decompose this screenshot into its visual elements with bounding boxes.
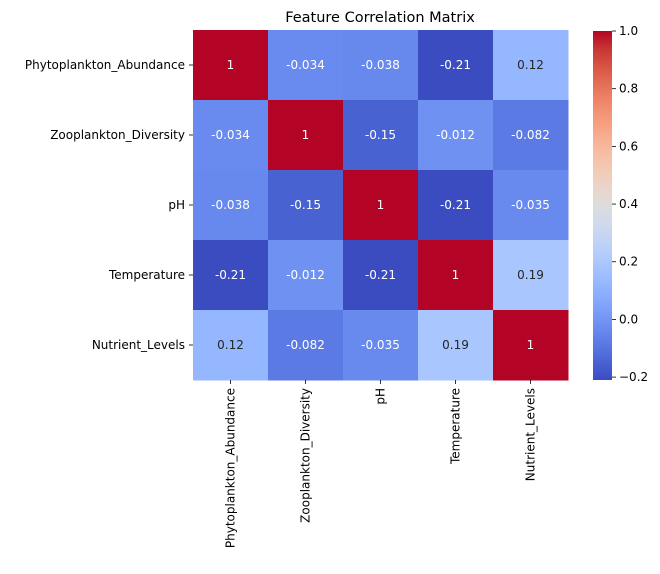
colorbar-tick-label: 0.0	[619, 312, 638, 326]
cell-annotation: 1	[227, 58, 235, 72]
heatmap-cell	[418, 240, 494, 311]
cell-annotation: -0.035	[361, 338, 400, 352]
chart-title: Feature Correlation Matrix	[285, 10, 475, 26]
heatmap-cell	[268, 100, 344, 171]
cell-annotation: -0.082	[286, 338, 325, 352]
cell-annotation: 1	[527, 338, 535, 352]
y-axis: Phytoplankton_Abundance Zooplankton_Diver…	[25, 58, 193, 352]
heatmap-cell	[493, 100, 569, 171]
cell-annotation: 0.19	[517, 268, 544, 282]
colorbar-gradient	[593, 31, 612, 380]
heatmap-cell	[418, 30, 494, 101]
colorbar-tick-label: 0.8	[619, 82, 638, 96]
heatmap-cell	[268, 170, 344, 241]
x-tick-label: Nutrient_Levels	[524, 388, 538, 481]
cell-annotation: -0.21	[440, 198, 471, 212]
cell-annotation: -0.038	[361, 58, 400, 72]
cell-annotation: 0.12	[217, 338, 244, 352]
cell-annotation: -0.15	[365, 128, 396, 142]
cell-annotation: -0.15	[290, 198, 321, 212]
cell-annotation: -0.034	[211, 128, 250, 142]
heatmap-cell	[493, 240, 569, 311]
colorbar-tick-label: 0.2	[619, 255, 638, 269]
x-tick-label: Temperature	[449, 388, 463, 465]
cell-annotation: -0.038	[211, 198, 250, 212]
colorbar-tick-label: 0.6	[619, 139, 638, 153]
cell-annotation: 0.12	[517, 58, 544, 72]
cell-annotation: -0.21	[215, 268, 246, 282]
heatmap-cell	[343, 30, 419, 101]
heatmap-cell	[343, 100, 419, 171]
y-tick-label: Zooplankton_Diversity	[50, 128, 185, 142]
colorbar: −0.2 0.0 0.2 0.4 0.6 0.8 1.0	[593, 24, 648, 384]
colorbar-tick-label: −0.2	[619, 370, 648, 384]
cell-annotation: -0.035	[511, 198, 550, 212]
heatmap-cell	[193, 100, 269, 171]
colorbar-tick-label: 1.0	[619, 24, 638, 38]
heatmap-cell	[193, 170, 269, 241]
cell-annotation: -0.012	[286, 268, 325, 282]
heatmap-cell	[343, 170, 419, 241]
y-tick-label: Temperature	[108, 268, 185, 282]
heatmap-cell	[268, 30, 344, 101]
heatmap-cell	[268, 310, 344, 381]
heatmap-cell	[193, 240, 269, 311]
x-axis: Phytoplankton_Abundance Zooplankton_Diver…	[224, 380, 538, 548]
colorbar-tick-label: 0.4	[619, 197, 638, 211]
heatmap-cell	[418, 310, 494, 381]
heatmap-cell	[493, 170, 569, 241]
cell-annotation: -0.21	[440, 58, 471, 72]
x-tick-label: Zooplankton_Diversity	[299, 388, 313, 523]
cell-annotation: 0.19	[442, 338, 469, 352]
cell-annotation: -0.034	[286, 58, 325, 72]
heatmap-cells	[193, 30, 569, 381]
heatmap-cell	[343, 240, 419, 311]
cell-annotation: -0.012	[436, 128, 475, 142]
cell-annotation: 1	[377, 198, 385, 212]
x-tick-label: pH	[374, 388, 388, 405]
y-tick-label: pH	[168, 198, 185, 212]
heatmap-cell	[193, 30, 269, 101]
heatmap-cell	[418, 100, 494, 171]
heatmap-cell	[193, 310, 269, 381]
heatmap-cell	[268, 240, 344, 311]
heatmap-cell	[493, 30, 569, 101]
cell-annotation: 1	[452, 268, 460, 282]
cell-annotation: -0.21	[365, 268, 396, 282]
x-tick-label: Phytoplankton_Abundance	[224, 388, 238, 548]
heatmap-cell	[343, 310, 419, 381]
heatmap-annotations: 1 -0.034 -0.038 -0.21 0.12 -0.034 1 -0.15 -0.012…	[211, 58, 550, 352]
heatmap-cell	[493, 310, 569, 381]
cell-annotation: 1	[302, 128, 310, 142]
heatmap-cell	[418, 170, 494, 241]
y-tick-label: Nutrient_Levels	[92, 338, 185, 352]
cell-annotation: -0.082	[511, 128, 550, 142]
y-tick-label: Phytoplankton_Abundance	[25, 58, 185, 72]
